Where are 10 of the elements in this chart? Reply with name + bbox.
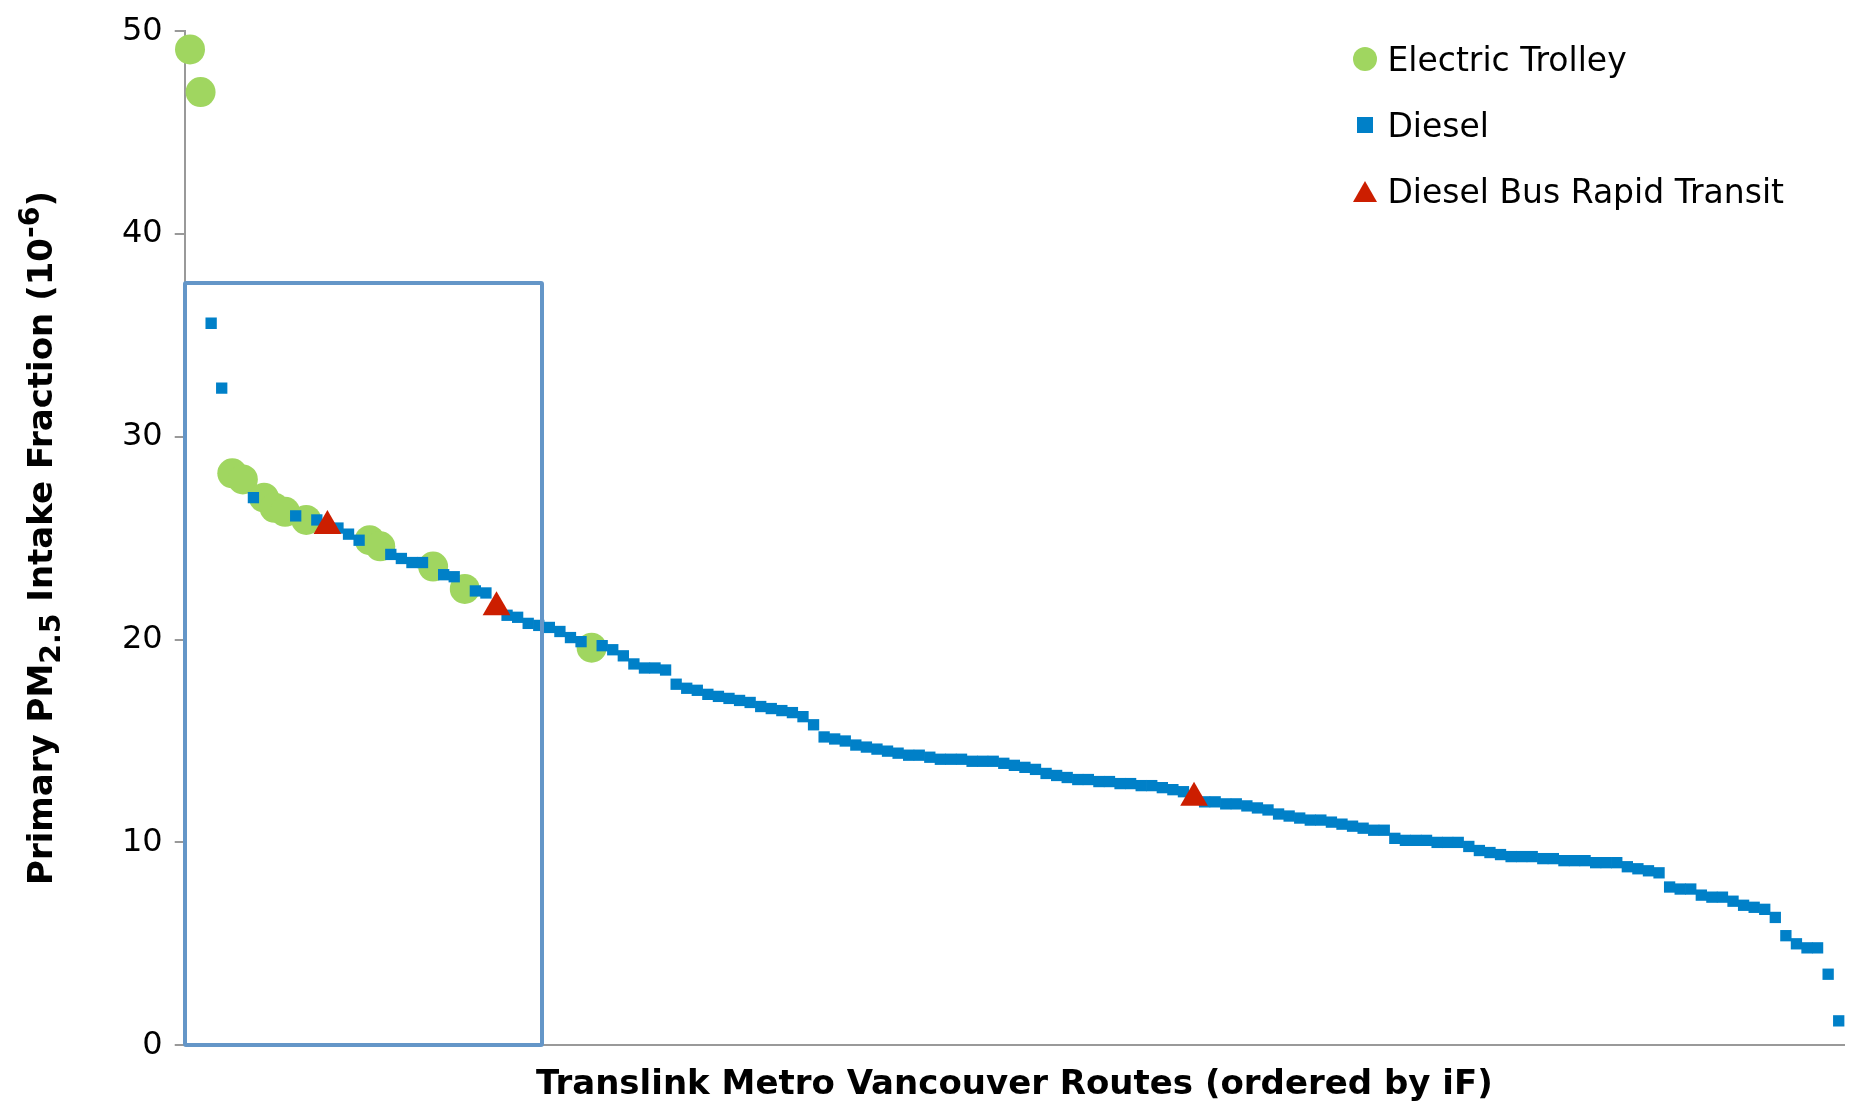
legend-label: Diesel Bus Rapid Transit: [1387, 171, 1784, 211]
y-tick-label: 20: [122, 617, 163, 656]
y-tick-label: 40: [122, 212, 163, 251]
y-tick-label: 10: [122, 820, 163, 859]
y-tick-label: 50: [122, 9, 163, 48]
legend-label: Electric Trolley: [1387, 39, 1627, 79]
legend-label: Diesel: [1387, 105, 1489, 145]
x-axis-title: Translink Metro Vancouver Routes (ordered by iF): [535, 1062, 1493, 1103]
y-tick-label: 0: [142, 1023, 163, 1062]
y-tick-label: 30: [122, 415, 163, 454]
